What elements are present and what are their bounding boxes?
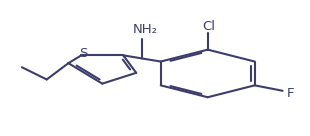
Text: S: S	[79, 47, 87, 61]
Text: Cl: Cl	[202, 20, 215, 33]
Text: NH₂: NH₂	[133, 23, 157, 36]
Text: F: F	[286, 87, 294, 100]
